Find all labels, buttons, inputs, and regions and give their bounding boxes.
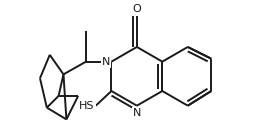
Text: O: O [133, 4, 141, 14]
Text: N: N [101, 57, 110, 67]
Text: HS: HS [79, 101, 95, 111]
Text: N: N [133, 108, 141, 118]
